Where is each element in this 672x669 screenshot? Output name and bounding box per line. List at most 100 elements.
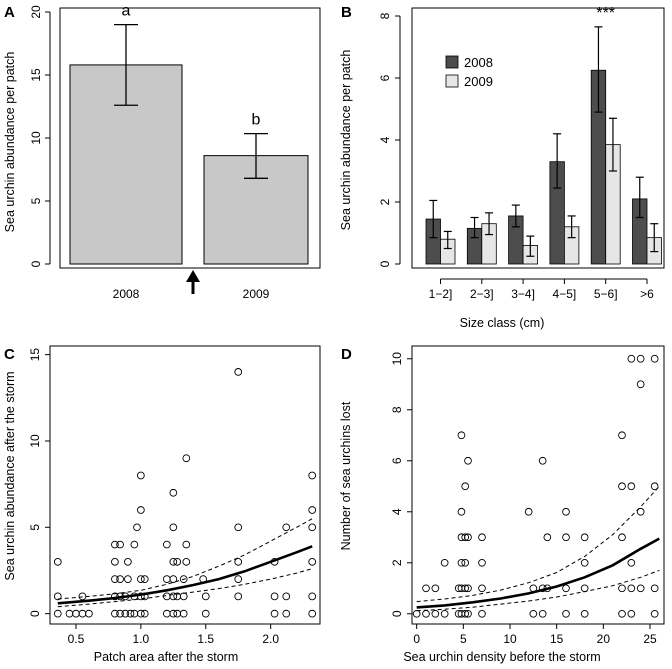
x-tick-label: 0 bbox=[413, 632, 420, 646]
ci-upper-line bbox=[57, 518, 313, 600]
data-point bbox=[234, 368, 243, 376]
data-point bbox=[116, 609, 124, 618]
y-tick-label: 0 bbox=[390, 610, 404, 617]
data-point bbox=[116, 540, 124, 549]
panel-d-ylabel: Number of sea urchins lost bbox=[339, 401, 353, 550]
x-tick-label: 2009 bbox=[243, 287, 270, 301]
data-point bbox=[162, 575, 171, 583]
data-point bbox=[478, 584, 486, 593]
y-tick-label: 4 bbox=[390, 508, 404, 515]
data-point bbox=[169, 488, 178, 497]
y-tick-label: 20 bbox=[29, 5, 43, 19]
data-point bbox=[412, 609, 421, 618]
data-point bbox=[179, 592, 188, 601]
data-point bbox=[461, 482, 470, 491]
panel-b-xlabel: Size class (cm) bbox=[460, 316, 545, 330]
data-point bbox=[234, 592, 243, 601]
data-point bbox=[618, 431, 626, 440]
data-point bbox=[464, 533, 472, 542]
data-point bbox=[162, 592, 171, 601]
data-point bbox=[270, 609, 279, 618]
panel-label-d: D bbox=[341, 346, 352, 363]
data-point bbox=[111, 575, 119, 583]
y-tick-label: 2 bbox=[378, 198, 392, 205]
plot-frame bbox=[49, 345, 321, 625]
data-point bbox=[126, 609, 135, 618]
data-point bbox=[457, 558, 466, 567]
data-point bbox=[627, 584, 636, 593]
storm-arrow-head bbox=[186, 270, 200, 282]
data-point bbox=[636, 584, 645, 593]
legend-label-2009: 2009 bbox=[464, 74, 493, 89]
data-point bbox=[111, 609, 119, 618]
data-point bbox=[636, 354, 645, 363]
panel-label-a: A bbox=[4, 4, 15, 21]
data-point bbox=[431, 609, 440, 618]
y-tick-label: 5 bbox=[29, 197, 43, 204]
y-tick-label: 0 bbox=[378, 260, 392, 267]
fit-line bbox=[57, 545, 313, 605]
data-point bbox=[130, 540, 139, 549]
significance-letter: b bbox=[252, 112, 261, 129]
x-tick-label: 1−2] bbox=[429, 287, 453, 301]
data-point bbox=[308, 592, 317, 601]
data-point bbox=[618, 584, 626, 593]
y-tick-label: 4 bbox=[378, 136, 392, 143]
data-point bbox=[308, 471, 317, 480]
data-point bbox=[538, 456, 547, 465]
data-point bbox=[618, 533, 626, 542]
data-point bbox=[282, 592, 291, 601]
data-point bbox=[580, 558, 589, 567]
y-tick-label: 8 bbox=[378, 12, 392, 19]
data-point bbox=[53, 592, 62, 601]
data-point bbox=[627, 609, 636, 618]
data-point bbox=[111, 540, 119, 549]
y-tick-label: 8 bbox=[390, 406, 404, 413]
data-point bbox=[636, 507, 645, 516]
data-point bbox=[538, 609, 547, 618]
x-tick-label: 1.5 bbox=[197, 632, 214, 646]
data-point bbox=[140, 575, 149, 583]
data-point bbox=[182, 557, 191, 566]
data-point bbox=[650, 482, 659, 491]
data-point bbox=[524, 507, 533, 516]
data-point bbox=[121, 609, 130, 618]
data-point bbox=[201, 609, 210, 618]
data-point bbox=[627, 558, 636, 567]
x-tick-label: 10 bbox=[503, 632, 517, 646]
data-point bbox=[137, 471, 145, 480]
x-tick-label: 3−4] bbox=[511, 287, 535, 301]
panel-d-xlabel: Sea urchin density before the storm bbox=[403, 650, 600, 664]
data-point bbox=[78, 592, 87, 601]
y-tick-label: 10 bbox=[29, 131, 43, 145]
data-point bbox=[461, 609, 470, 618]
data-point bbox=[562, 584, 570, 593]
panel-label-b: B bbox=[341, 4, 352, 21]
data-point bbox=[140, 609, 149, 618]
data-point bbox=[162, 609, 171, 618]
y-tick-label: 5 bbox=[28, 524, 42, 531]
data-point bbox=[308, 523, 317, 532]
data-point bbox=[461, 558, 470, 567]
legend-swatch-2009 bbox=[445, 74, 459, 88]
data-point bbox=[182, 454, 191, 463]
data-point bbox=[162, 540, 171, 549]
data-point bbox=[308, 609, 317, 618]
data-point bbox=[124, 557, 132, 566]
data-point bbox=[179, 575, 188, 583]
data-point bbox=[457, 507, 466, 516]
data-point bbox=[543, 533, 552, 542]
data-point bbox=[65, 609, 74, 618]
x-tick-label: 25 bbox=[643, 632, 657, 646]
data-point bbox=[478, 558, 486, 567]
data-point bbox=[650, 609, 659, 618]
panel-d: D Number of sea urchins lost Sea urchin … bbox=[339, 345, 665, 664]
data-point bbox=[478, 533, 486, 542]
data-point bbox=[529, 609, 538, 618]
plot-frame bbox=[59, 7, 321, 269]
data-point bbox=[461, 584, 470, 593]
x-tick-label: 1.0 bbox=[133, 632, 150, 646]
data-point bbox=[282, 523, 291, 532]
data-point bbox=[173, 557, 182, 566]
data-point bbox=[562, 533, 570, 542]
